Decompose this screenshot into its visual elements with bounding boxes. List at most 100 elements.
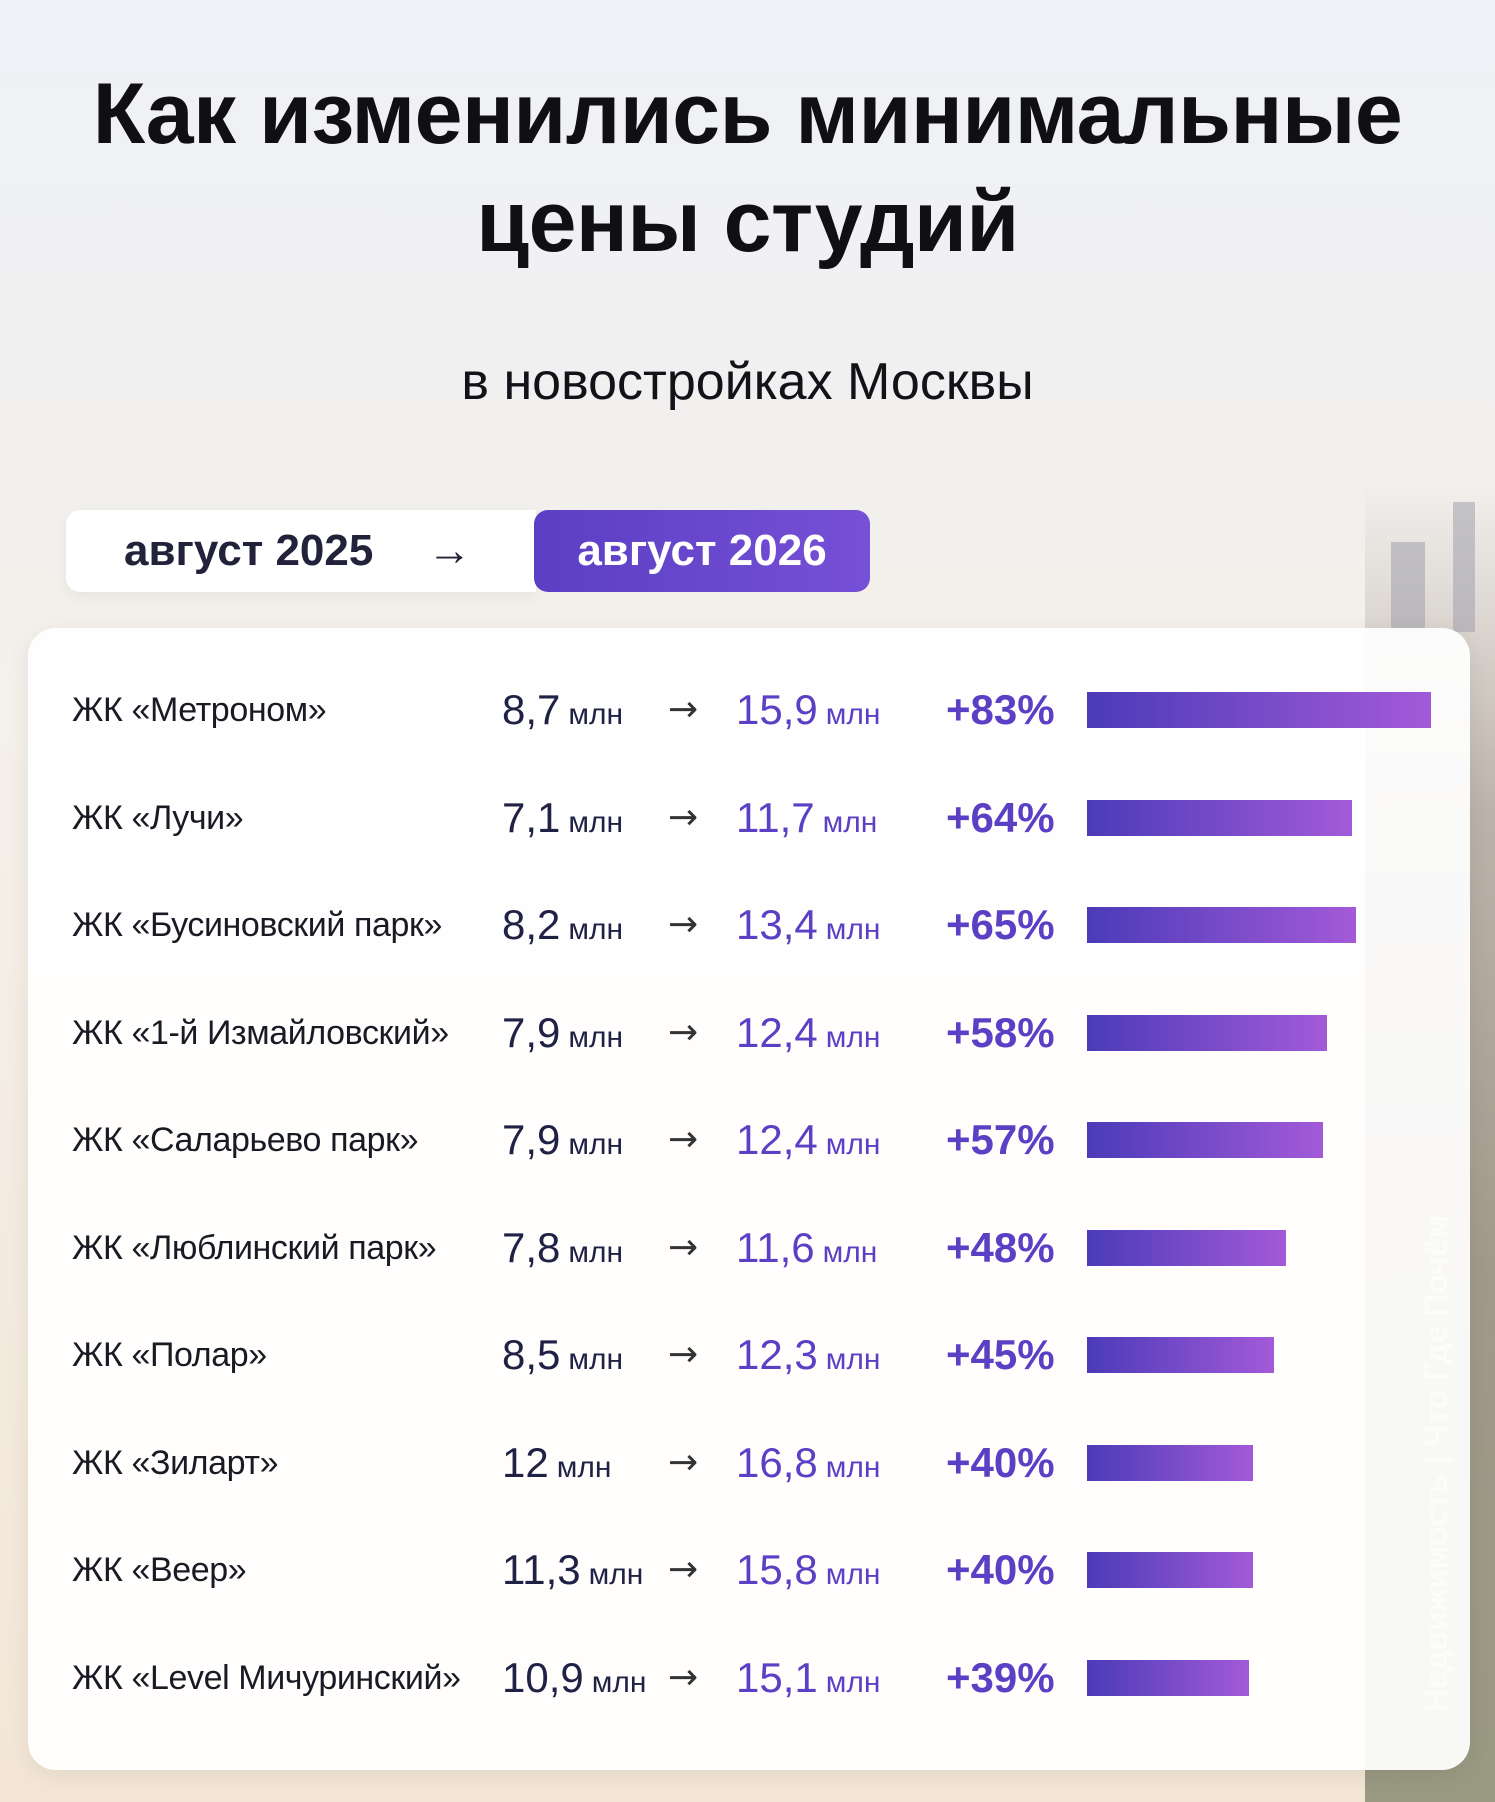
page-title: Как изменились минимальные цены студий — [92, 66, 1403, 270]
complex-name: ЖК «Метроном» — [72, 691, 327, 729]
table-row: ЖК «Метроном» 8,7 млн → 15,9 млн +83% — [28, 680, 1470, 740]
old-price-unit: млн — [588, 1558, 644, 1591]
new-price-value: 11,7 — [736, 793, 815, 841]
price-table-card: ЖК «Метроном» 8,7 млн → 15,9 млн +83% ЖК «Лучи»… — [28, 628, 1470, 1770]
new-price-unit: млн — [825, 1343, 881, 1376]
new-price-unit: млн — [825, 1558, 881, 1591]
complex-name: ЖК «Level Мичуринский» — [72, 1658, 461, 1697]
old-price: 7,9 млн — [502, 1003, 623, 1068]
old-price-unit: млн — [568, 913, 624, 946]
old-price-value: 7,9 — [502, 1116, 561, 1163]
old-price: 7,1 млн — [502, 788, 623, 853]
old-price-unit: млн — [568, 1235, 624, 1269]
new-price-value: 16,8 — [736, 1438, 818, 1486]
old-price: 7,8 млн — [502, 1218, 623, 1283]
new-price-unit: млн — [822, 1235, 878, 1269]
arrow-right-icon: → — [668, 1334, 699, 1375]
new-price-value: 15,8 — [736, 1546, 818, 1593]
new-price: 15,1 млн — [736, 1648, 880, 1713]
new-price-unit: млн — [822, 805, 878, 839]
complex-name: ЖК «Зиларт» — [72, 1443, 279, 1482]
new-price-value: 12,4 — [736, 1008, 818, 1056]
old-price: 8,7 млн — [502, 680, 623, 745]
background-tower — [1391, 542, 1425, 632]
arrow-right-icon: → — [668, 1441, 699, 1483]
new-price-value: 11,6 — [736, 1223, 815, 1271]
new-price: 16,8 млн — [736, 1433, 880, 1498]
new-price-value: 15,9 — [736, 686, 818, 733]
old-price-value: 7,1 — [502, 793, 561, 841]
new-price-unit: млн — [825, 1020, 881, 1054]
old-price-unit: млн — [568, 1020, 624, 1054]
new-price-unit: млн — [825, 1450, 881, 1484]
complex-name: ЖК «Полар» — [72, 1336, 267, 1374]
old-price: 10,9 млн — [502, 1648, 646, 1713]
new-price: 11,6 млн — [736, 1218, 877, 1283]
old-price: 12 млн — [502, 1433, 611, 1498]
old-price-value: 11,3 — [502, 1546, 581, 1593]
growth-percent: +39% — [946, 1653, 1055, 1701]
complex-name: ЖК «Лучи» — [72, 798, 244, 837]
new-price: 12,4 млн — [736, 1110, 880, 1175]
table-row: ЖК «Саларьево парк» 7,9 млн → 12,4 млн +57% — [28, 1110, 1470, 1170]
old-price: 11,3 млн — [502, 1540, 643, 1605]
complex-name: ЖК «Люблинский парк» — [72, 1228, 437, 1267]
table-row: ЖК «Веер» 11,3 млн → 15,8 млн +40% — [28, 1540, 1470, 1600]
period-to-pill: август 2026 — [534, 510, 870, 592]
new-price: 15,9 млн — [736, 680, 880, 745]
old-price-unit: млн — [568, 1343, 624, 1376]
background-tower — [1453, 502, 1475, 632]
table-row: ЖК «Бусиновский парк» 8,2 млн → 13,4 млн +65% — [28, 895, 1470, 955]
complex-name: ЖК «Саларьево парк» — [72, 1121, 419, 1159]
new-price-value: 13,4 — [736, 901, 818, 948]
old-price-value: 12 — [502, 1438, 549, 1486]
new-price-unit: млн — [825, 1128, 881, 1161]
page-subtitle: в новостройках Москвы — [461, 353, 1034, 411]
complex-name: ЖК «Бусиновский парк» — [72, 906, 443, 944]
table-row: ЖК «Level Мичуринский» 10,9 млн → 15,1 млн +39… — [28, 1648, 1470, 1708]
old-price-unit: млн — [556, 1450, 612, 1484]
new-price: 11,7 млн — [736, 788, 877, 853]
new-price-unit: млн — [825, 698, 881, 731]
new-price-value: 12,3 — [736, 1331, 818, 1378]
old-price-value: 10,9 — [502, 1653, 584, 1701]
old-price: 7,9 млн — [502, 1110, 623, 1175]
table-row: ЖК «Полар» 8,5 млн → 12,3 млн +45% — [28, 1325, 1470, 1385]
growth-bar — [1087, 1229, 1286, 1266]
growth-percent: +40% — [946, 1438, 1055, 1486]
arrow-right-icon: → — [668, 1011, 699, 1053]
old-price: 8,2 млн — [502, 895, 623, 960]
arrow-right-icon: → — [668, 796, 699, 838]
period-to-label: август 2026 — [577, 526, 827, 575]
growth-percent: +45% — [946, 1331, 1055, 1378]
watermark: Недвижимость | Что Где Почём — [1418, 1214, 1454, 1712]
arrow-right-icon: → — [668, 1226, 699, 1268]
old-price-unit: млн — [568, 805, 624, 839]
new-price: 12,3 млн — [736, 1325, 880, 1390]
growth-percent: +48% — [946, 1223, 1055, 1271]
new-price-value: 15,1 — [736, 1653, 818, 1701]
arrow-right-icon: → — [668, 1549, 699, 1590]
old-price-value: 7,9 — [502, 1008, 561, 1056]
old-price-value: 7,8 — [502, 1223, 561, 1271]
growth-bar — [1087, 907, 1356, 943]
growth-percent: +58% — [946, 1008, 1055, 1056]
period-from-pill: август 2025 → — [66, 510, 536, 592]
new-price-unit: млн — [825, 913, 881, 946]
arrow-right-icon: → — [668, 904, 699, 945]
new-price: 15,8 млн — [736, 1540, 880, 1605]
table-row: ЖК «Зиларт» 12 млн → 16,8 млн +40% — [28, 1433, 1470, 1493]
old-price-unit: млн — [591, 1665, 647, 1699]
arrow-right-icon: → — [668, 1119, 699, 1160]
new-price: 12,4 млн — [736, 1003, 880, 1068]
old-price: 8,5 млн — [502, 1325, 623, 1390]
growth-bar — [1087, 1337, 1274, 1373]
complex-name: ЖК «Веер» — [72, 1551, 247, 1589]
growth-bar — [1087, 1659, 1249, 1696]
period-from-label: август 2025 — [124, 526, 374, 575]
arrow-right-icon: → — [668, 689, 699, 730]
old-price-unit: млн — [568, 1128, 624, 1161]
growth-percent: +40% — [946, 1546, 1055, 1593]
growth-percent: +83% — [946, 686, 1055, 733]
table-row: ЖК «Люблинский парк» 7,8 млн → 11,6 млн +48% — [28, 1218, 1470, 1278]
